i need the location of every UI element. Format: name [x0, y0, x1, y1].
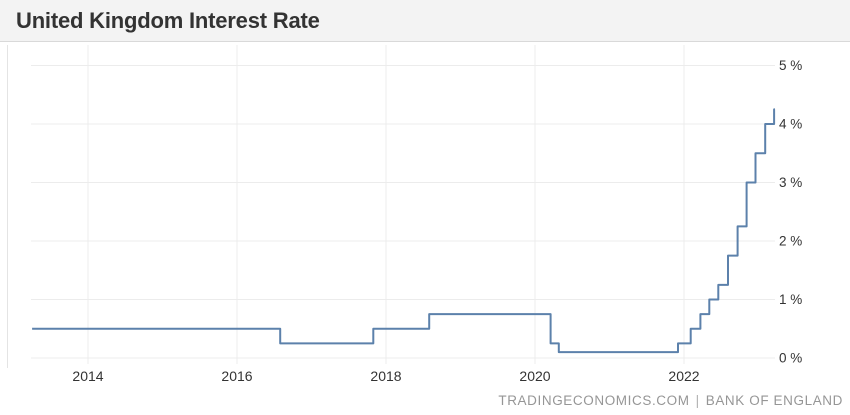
y-tick-label: 5 % — [779, 58, 802, 73]
page-title: United Kingdom Interest Rate — [16, 7, 320, 33]
y-tick-label: 4 % — [779, 117, 802, 132]
rate-line — [32, 108, 776, 354]
x-tick-label: 2018 — [370, 368, 401, 384]
source-site-label: TRADINGECONOMICS.COM — [498, 393, 690, 408]
x-tick-label: 2020 — [519, 368, 550, 384]
source-provider-label: BANK OF ENGLAND — [705, 393, 843, 408]
y-tick-label: 0 % — [779, 351, 802, 366]
x-tick-label: 2014 — [72, 368, 103, 384]
x-tick-label: 2016 — [221, 368, 252, 384]
y-tick-label: 2 % — [779, 234, 802, 249]
chart-header: United Kingdom Interest Rate — [0, 0, 850, 42]
y-tick-label: 1 % — [779, 292, 802, 307]
y-tick-label: 3 % — [779, 175, 802, 190]
attribution: TRADINGECONOMICS.COM | BANK OF ENGLAND — [498, 393, 843, 408]
x-tick-label: 2022 — [668, 368, 699, 384]
attribution-separator: | — [695, 393, 700, 408]
